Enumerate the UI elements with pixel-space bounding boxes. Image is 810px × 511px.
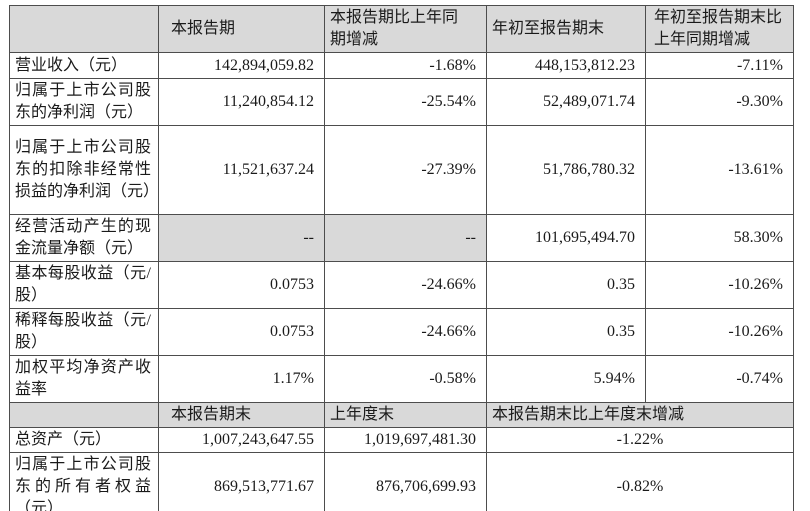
metric-label: 归属于上市公司股东的所有者权益（元） (9, 452, 159, 511)
metric-label: 归属于上市公司股东的扣除非经常性损益的净利润（元） (9, 125, 159, 215)
header-row-period-end: 本报告期末 上年度末 本报告期末比上年度末增减 (9, 402, 794, 428)
value-cell: 869,513,771.67 (158, 452, 325, 511)
value-cell: -27.39% (324, 125, 487, 215)
metric-label: 归属于上市公司股东的净利润（元） (9, 78, 159, 126)
value-cell: -1.22% (486, 427, 794, 453)
value-cell: 0.35 (486, 261, 646, 309)
column-header-empty (9, 402, 159, 428)
value-cell: 448,153,812.23 (486, 52, 646, 79)
value-cell: 101,695,494.70 (486, 214, 646, 262)
column-header-ytd-yoy-change: 年初至报告期末比 上年同期增减 (645, 5, 794, 53)
value-cell: -10.26% (645, 261, 794, 309)
value-cell: 0.0753 (158, 308, 325, 356)
value-cell: 11,240,854.12 (158, 78, 325, 126)
column-header-empty (9, 5, 159, 53)
value-cell: 142,894,059.82 (158, 52, 325, 79)
column-header-current-period: 本报告期 (158, 5, 325, 53)
value-cell: 1,007,243,647.55 (158, 427, 325, 453)
column-header-year-to-date: 年初至报告期末 (486, 5, 646, 53)
metric-label: 加权平均净资产收益率 (9, 355, 159, 403)
table-row-net-profit: 归属于上市公司股东的净利润（元） 11,240,854.12 -25.54% 5… (9, 78, 794, 126)
value-cell: -13.61% (645, 125, 794, 215)
value-cell-placeholder: -- (324, 214, 487, 262)
value-cell: -24.66% (324, 308, 487, 356)
value-cell: 5.94% (486, 355, 646, 403)
value-cell: -0.74% (645, 355, 794, 403)
table-row-total-assets: 总资产（元） 1,007,243,647.55 1,019,697,481.30… (9, 427, 794, 453)
value-cell: 0.0753 (158, 261, 325, 309)
value-cell: 1.17% (158, 355, 325, 403)
column-header-period-end-vs-prior-year-change: 本报告期末比上年度末增减 (486, 402, 794, 428)
table-row-net-profit-excl-nonrecurring: 归属于上市公司股东的扣除非经常性损益的净利润（元） 11,521,637.24 … (9, 125, 794, 215)
value-cell: -25.54% (324, 78, 487, 126)
value-cell-placeholder: -- (158, 214, 325, 262)
value-cell: 0.35 (486, 308, 646, 356)
value-cell: -0.58% (324, 355, 487, 403)
value-cell: 51,786,780.32 (486, 125, 646, 215)
financial-summary-table: 本报告期 本报告期比上年同 期增减 年初至报告期末 年初至报告期末比 上年同期增… (9, 5, 794, 511)
value-cell: -24.66% (324, 261, 487, 309)
table-row-operating-cash-flow: 经营活动产生的现金流量净额（元） -- -- 101,695,494.70 58… (9, 214, 794, 262)
table-row-diluted-eps: 稀释每股收益（元/股） 0.0753 -24.66% 0.35 -10.26% (9, 308, 794, 356)
table-row-operating-revenue: 营业收入（元） 142,894,059.82 -1.68% 448,153,81… (9, 52, 794, 79)
table-row-shareholders-equity: 归属于上市公司股东的所有者权益（元） 869,513,771.67 876,70… (9, 452, 794, 511)
metric-label: 经营活动产生的现金流量净额（元） (9, 214, 159, 262)
value-cell: 11,521,637.24 (158, 125, 325, 215)
value-cell: -10.26% (645, 308, 794, 356)
value-cell: -1.68% (324, 52, 487, 79)
table-row-basic-eps: 基本每股收益（元/股） 0.0753 -24.66% 0.35 -10.26% (9, 261, 794, 309)
metric-label: 营业收入（元） (9, 52, 159, 79)
header-row-period: 本报告期 本报告期比上年同 期增减 年初至报告期末 年初至报告期末比 上年同期增… (9, 5, 794, 53)
column-header-end-of-prior-year: 上年度末 (324, 402, 487, 428)
value-cell: -0.82% (486, 452, 794, 511)
value-cell: 52,489,071.74 (486, 78, 646, 126)
value-cell: 876,706,699.93 (324, 452, 487, 511)
metric-label: 总资产（元） (9, 427, 159, 453)
table-row-weighted-avg-roe: 加权平均净资产收益率 1.17% -0.58% 5.94% -0.74% (9, 355, 794, 403)
value-cell: 58.30% (645, 214, 794, 262)
metric-label: 基本每股收益（元/股） (9, 261, 159, 309)
value-cell: -7.11% (645, 52, 794, 79)
column-header-current-period-yoy-change: 本报告期比上年同 期增减 (324, 5, 487, 53)
value-cell: 1,019,697,481.30 (324, 427, 487, 453)
metric-label: 稀释每股收益（元/股） (9, 308, 159, 356)
value-cell: -9.30% (645, 78, 794, 126)
column-header-end-of-period: 本报告期末 (158, 402, 325, 428)
